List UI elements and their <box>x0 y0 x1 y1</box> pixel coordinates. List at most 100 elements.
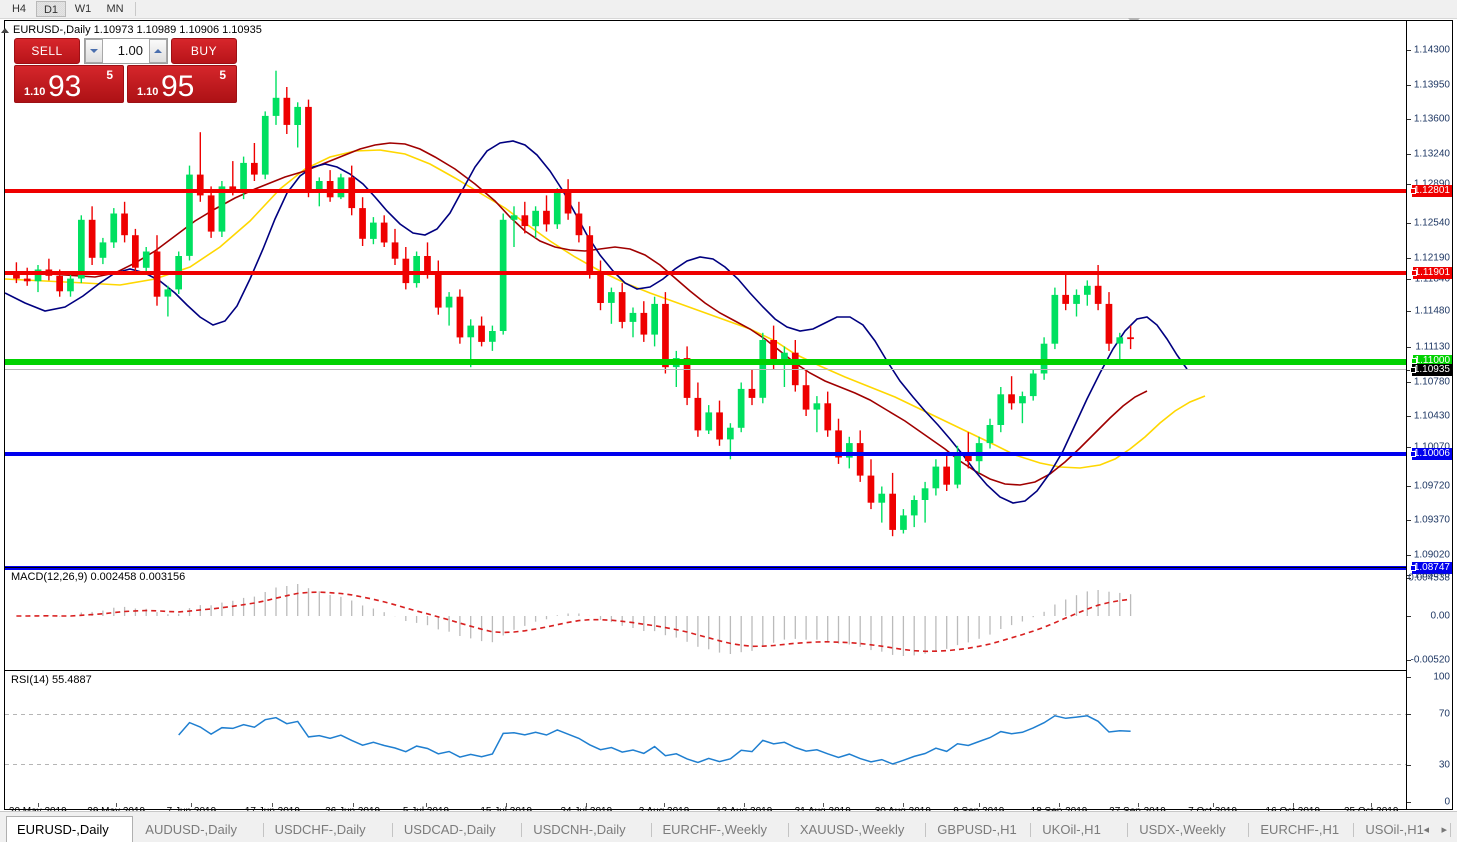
tab-divider <box>262 823 264 837</box>
level-resistance-2[interactable] <box>5 271 1406 275</box>
tab-divider <box>1030 823 1032 837</box>
rsi-tick <box>1407 802 1411 803</box>
price-tick <box>1407 119 1411 120</box>
chart-frame[interactable]: EURUSD-,Daily 1.10973 1.10989 1.10906 1.… <box>1 20 1453 810</box>
symbol-quote-text: EURUSD-,Daily 1.10973 1.10989 1.10906 1.… <box>13 24 262 36</box>
date-tick <box>978 803 980 807</box>
price-axis-label: 1.09720 <box>1413 480 1450 492</box>
date-tick <box>1371 803 1373 807</box>
date-tick <box>664 803 665 807</box>
date-tick <box>586 803 588 807</box>
chart-tab-6[interactable]: XAUUSD-,Weekly <box>799 822 905 837</box>
symbol-quote-line: EURUSD-,Daily 1.10973 1.10989 1.10906 1.… <box>1 24 262 36</box>
chart-tab-10[interactable]: EURCHF-,H1 <box>1260 822 1340 837</box>
ma-slow-line <box>5 149 1206 469</box>
price-axis-label: 1.11840 <box>1414 273 1450 285</box>
price-axis-label: 1.12190 <box>1413 252 1450 264</box>
price-level-badge[interactable]: 1.10006 <box>1409 448 1452 460</box>
date-tick <box>506 803 508 807</box>
sell-price-box[interactable]: 1.10 93 5 <box>14 65 124 103</box>
rsi-plot <box>5 714 1406 765</box>
volume-decrease-button[interactable] <box>85 39 103 63</box>
date-tick <box>191 803 193 807</box>
sell-button[interactable]: SELL <box>14 38 80 64</box>
level-pivot-green[interactable] <box>5 359 1406 365</box>
chart-tab-9[interactable]: USDX-,Weekly <box>1139 822 1226 837</box>
tab-scroll-next[interactable]: ▸ <box>1441 824 1447 836</box>
price-tick <box>1407 258 1411 259</box>
buy-price-prefix: 1.10 <box>137 86 159 98</box>
price-tick <box>1407 347 1411 348</box>
chart-tab-5[interactable]: EURCHF-,Weekly <box>662 822 768 837</box>
price-axis-label: 1.11480 <box>1414 305 1450 317</box>
timeframe-mn[interactable]: MN <box>106 3 124 15</box>
price-axis[interactable]: 1.14300 1.13950 1.13600 1.13240 1.12890 1.125… <box>1406 21 1452 809</box>
date-tick <box>902 803 904 807</box>
macd-tick <box>1407 660 1411 661</box>
price-level-badge[interactable]: 1.08747 <box>1409 562 1452 574</box>
level-resistance-1[interactable] <box>5 189 1406 193</box>
date-tick <box>1212 803 1214 807</box>
chart-tab-3[interactable]: USDCAD-,Daily <box>403 822 496 837</box>
chart-tab-4[interactable]: USDCNH-,Daily <box>533 822 626 837</box>
price-tick <box>1407 50 1411 51</box>
chart-tab-bar[interactable]: EURUSD-,Daily AUDUSD-,Daily USDCHF-,Daily U… <box>0 811 1457 842</box>
sell-price-prefix: 1.10 <box>24 86 46 98</box>
price-tick <box>1407 447 1411 448</box>
macd-axis-label: -0.00520 <box>1410 654 1450 666</box>
macd-axis-label: 0.004538 <box>1408 572 1450 584</box>
tab-divider <box>1248 823 1250 837</box>
level-support-2-lower[interactable] <box>5 566 1406 570</box>
macd-pane[interactable]: MACD(12,26,9) 0.002458 0.003156 <box>5 568 1406 669</box>
rsi-tick <box>1407 714 1411 715</box>
price-tick <box>1407 555 1411 556</box>
sell-price-fraction: 5 <box>106 68 113 82</box>
timeframe-d1[interactable]: D1 <box>36 1 66 17</box>
chart-tab-7[interactable]: GBPUSD-,H1 <box>937 822 1017 837</box>
price-axis-label: 1.09020 <box>1413 549 1450 561</box>
rsi-title: RSI(14) 55.4887 <box>11 674 92 686</box>
volume-input[interactable]: 1.00 <box>84 38 168 64</box>
price-axis-label: 1.14300 <box>1413 44 1450 56</box>
price-level-badge[interactable]: 1.12801 <box>1409 185 1452 197</box>
timeframe-w1[interactable]: W1 <box>74 3 92 15</box>
tab-scroll-prev[interactable]: ◂ <box>1423 824 1429 836</box>
price-tick <box>1407 223 1411 224</box>
tab-divider <box>925 823 927 837</box>
candlestick-series <box>13 70 1134 537</box>
price-axis-label: 1.08670 <box>1413 569 1450 581</box>
price-level-badge[interactable]: 1.10935 <box>1409 364 1452 376</box>
macd-plot <box>16 584 1132 656</box>
tab-divider <box>650 823 652 837</box>
tab-divider <box>1127 823 1129 837</box>
pane-divider-macd <box>5 567 1452 568</box>
timeframe-h4[interactable]: H4 <box>11 3 27 15</box>
buy-button[interactable]: BUY <box>171 38 237 64</box>
volume-increase-button[interactable] <box>149 39 167 63</box>
one-click-trading-panel[interactable]: SELL 1.00 BUY 1.10 93 5 1.10 95 5 <box>14 38 237 126</box>
price-tick <box>1407 416 1411 417</box>
date-tick <box>1059 803 1060 807</box>
buy-price-fraction: 5 <box>219 68 226 82</box>
chart-tab-8[interactable]: UKOil-,H1 <box>1042 822 1101 837</box>
rsi-tick <box>1407 677 1411 678</box>
price-axis-label: 1.13240 <box>1413 148 1450 160</box>
price-axis-label: 1.11130 <box>1415 341 1450 353</box>
price-axis-label: 1.12890 <box>1413 178 1450 190</box>
chart-tab-11[interactable]: USOil-,H1 <box>1365 822 1424 837</box>
ma-fast-line <box>5 140 1188 504</box>
date-tick <box>1137 803 1139 807</box>
collapse-triangle-icon[interactable] <box>1 28 9 33</box>
buy-price-box[interactable]: 1.10 95 5 <box>127 65 237 103</box>
tab-divider <box>1353 823 1355 837</box>
chart-tab-2[interactable]: USDCHF-,Daily <box>274 822 366 837</box>
rsi-pane[interactable]: RSI(14) 55.4887 <box>5 671 1406 809</box>
level-support-1[interactable] <box>5 452 1406 456</box>
price-level-badge[interactable]: 1.11901 <box>1410 267 1452 279</box>
chart-tab-1[interactable]: AUDUSD-,Daily <box>145 822 238 837</box>
ma-mid-line <box>5 142 1148 486</box>
chart-tab-0[interactable]: EURUSD-,Daily <box>6 816 134 842</box>
date-tick <box>426 803 427 807</box>
price-pane[interactable] <box>5 21 1406 566</box>
buy-price-main: 95 <box>161 70 195 103</box>
